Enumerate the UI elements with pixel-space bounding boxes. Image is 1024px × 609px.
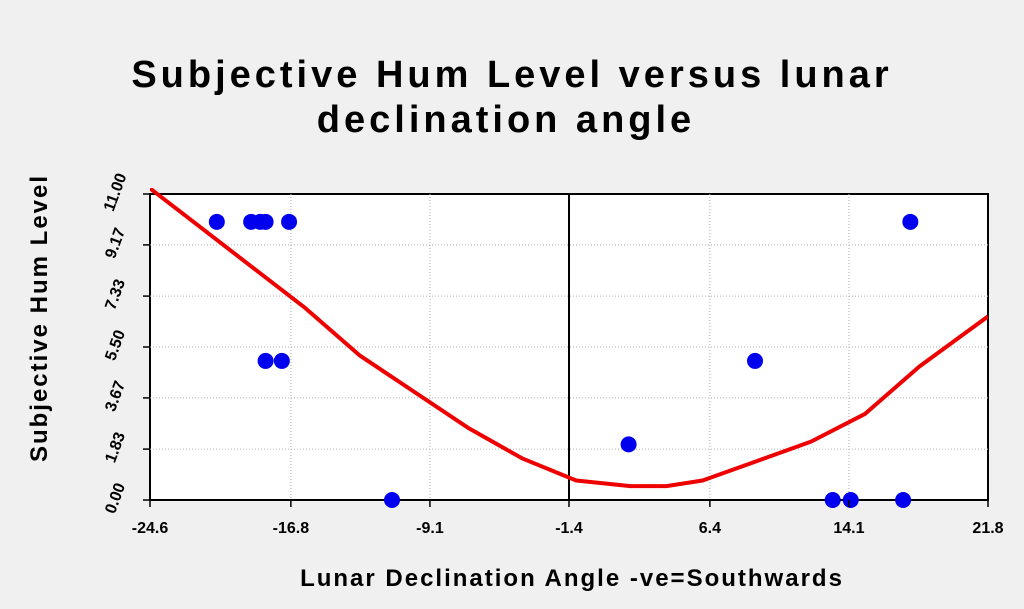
data-point	[257, 213, 274, 230]
data-point	[842, 492, 859, 508]
x-tick-label: -16.8	[273, 520, 310, 537]
y-tick-label: 0.00	[102, 481, 129, 516]
x-tick-label: 14.1	[833, 520, 864, 537]
data-point	[620, 436, 637, 453]
data-point	[384, 492, 401, 508]
x-axis-title: Lunar Declination Angle -ve=Southwards	[300, 565, 844, 592]
x-tick-label: -9.1	[416, 520, 444, 537]
data-point	[281, 213, 298, 230]
data-points	[208, 213, 919, 508]
data-point	[895, 492, 912, 508]
x-tick-label: -1.4	[555, 520, 583, 537]
x-tick-label: 21.8	[972, 520, 1003, 537]
chart-title-line-2: declination angle	[317, 99, 695, 141]
y-tick-label: 7.33	[102, 277, 129, 312]
data-point	[747, 352, 764, 369]
x-tick-label: -24.6	[132, 520, 169, 537]
y-tick-label: 3.67	[102, 379, 129, 414]
y-tick-label: 1.83	[102, 430, 129, 465]
data-point	[824, 492, 841, 508]
fit-curve	[150, 188, 988, 489]
grid	[150, 194, 988, 500]
data-point	[208, 213, 225, 230]
x-tick-label: 6.4	[699, 520, 721, 537]
y-tick-label: 9.17	[102, 226, 129, 261]
data-point	[257, 352, 274, 369]
data-point	[902, 213, 919, 230]
y-tick-label: 5.50	[102, 328, 129, 363]
y-axis-title: Subjective Hum Level	[26, 174, 53, 462]
fit-curve-group	[150, 188, 988, 489]
y-tick-label: 11.00	[101, 171, 130, 214]
chart-title-line-1: Subjective Hum Level versus lunar	[131, 54, 892, 96]
data-point	[273, 352, 290, 369]
